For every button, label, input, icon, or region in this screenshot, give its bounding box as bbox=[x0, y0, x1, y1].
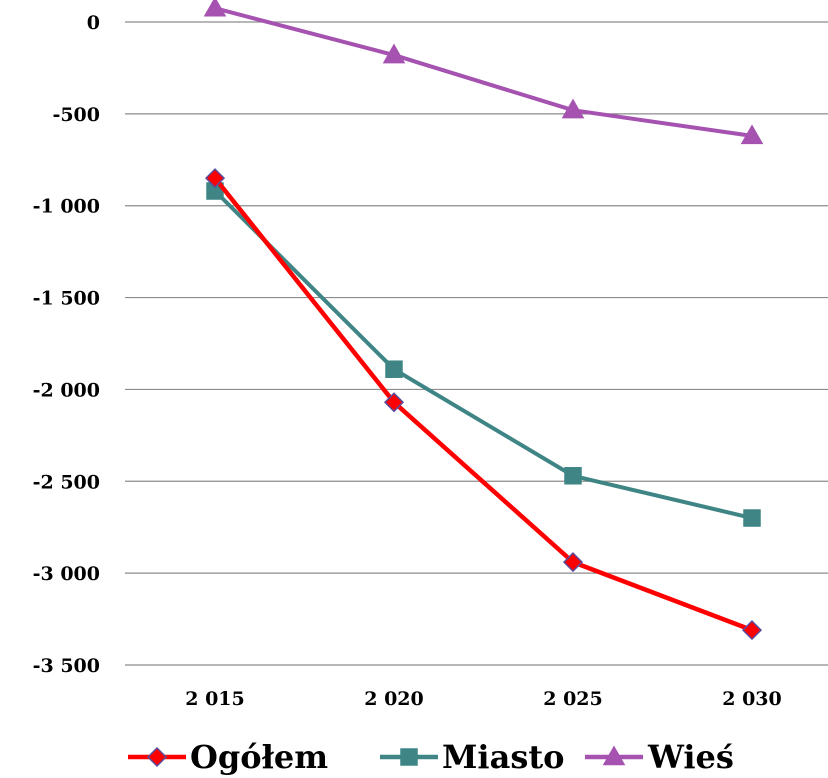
x-axis-ticks: 2 015 2 020 2 025 2 030 bbox=[185, 688, 782, 710]
data-point bbox=[385, 360, 403, 378]
series-Wieś bbox=[203, 0, 764, 145]
y-tick-label: -2 500 bbox=[33, 471, 100, 493]
data-point bbox=[204, 168, 226, 189]
legend-label: Miasto bbox=[442, 738, 564, 776]
series-Miasto bbox=[206, 182, 761, 527]
legend-entry: Ogółem bbox=[128, 738, 328, 776]
legend-entry: Miasto bbox=[380, 738, 564, 776]
data-point bbox=[383, 392, 405, 413]
data-point bbox=[740, 124, 764, 145]
x-tick-label: 2 020 bbox=[364, 688, 424, 710]
y-tick-label: -2 000 bbox=[33, 379, 100, 401]
series-line bbox=[214, 6, 753, 138]
series-line bbox=[213, 176, 753, 633]
x-tick-label: 2 015 bbox=[185, 688, 245, 710]
data-point bbox=[743, 509, 761, 527]
y-tick-label: 0 bbox=[87, 12, 100, 34]
y-axis-ticks: 0 -500 -1 000 -1 500 -2 000 -2 500 -3 000 -3 50… bbox=[33, 12, 100, 677]
legend-marker bbox=[400, 748, 418, 766]
y-tick-label: -3 000 bbox=[33, 563, 100, 585]
legend-marker bbox=[146, 746, 168, 768]
y-tick-label: -1 000 bbox=[33, 196, 100, 218]
y-tick-label: -3 500 bbox=[33, 655, 100, 677]
series-line bbox=[213, 189, 753, 520]
legend-label: Wieś bbox=[647, 738, 734, 776]
legend-marker bbox=[602, 745, 626, 766]
series-Ogółem bbox=[204, 168, 763, 641]
series-lines bbox=[203, 0, 764, 641]
legend-label: Ogółem bbox=[190, 738, 328, 776]
x-tick-label: 2 030 bbox=[722, 688, 782, 710]
data-point bbox=[741, 620, 763, 641]
y-tick-label: -1 500 bbox=[33, 288, 100, 310]
data-point bbox=[561, 98, 585, 119]
data-point bbox=[203, 0, 227, 17]
gridlines bbox=[125, 21, 828, 666]
legend: Ogółem Miasto Wieś bbox=[128, 738, 734, 776]
x-tick-label: 2 025 bbox=[543, 688, 603, 710]
legend-entry: Wieś bbox=[585, 738, 734, 776]
data-point bbox=[562, 552, 584, 573]
data-point bbox=[564, 467, 582, 485]
y-tick-label: -500 bbox=[52, 104, 100, 126]
data-point bbox=[382, 43, 406, 64]
